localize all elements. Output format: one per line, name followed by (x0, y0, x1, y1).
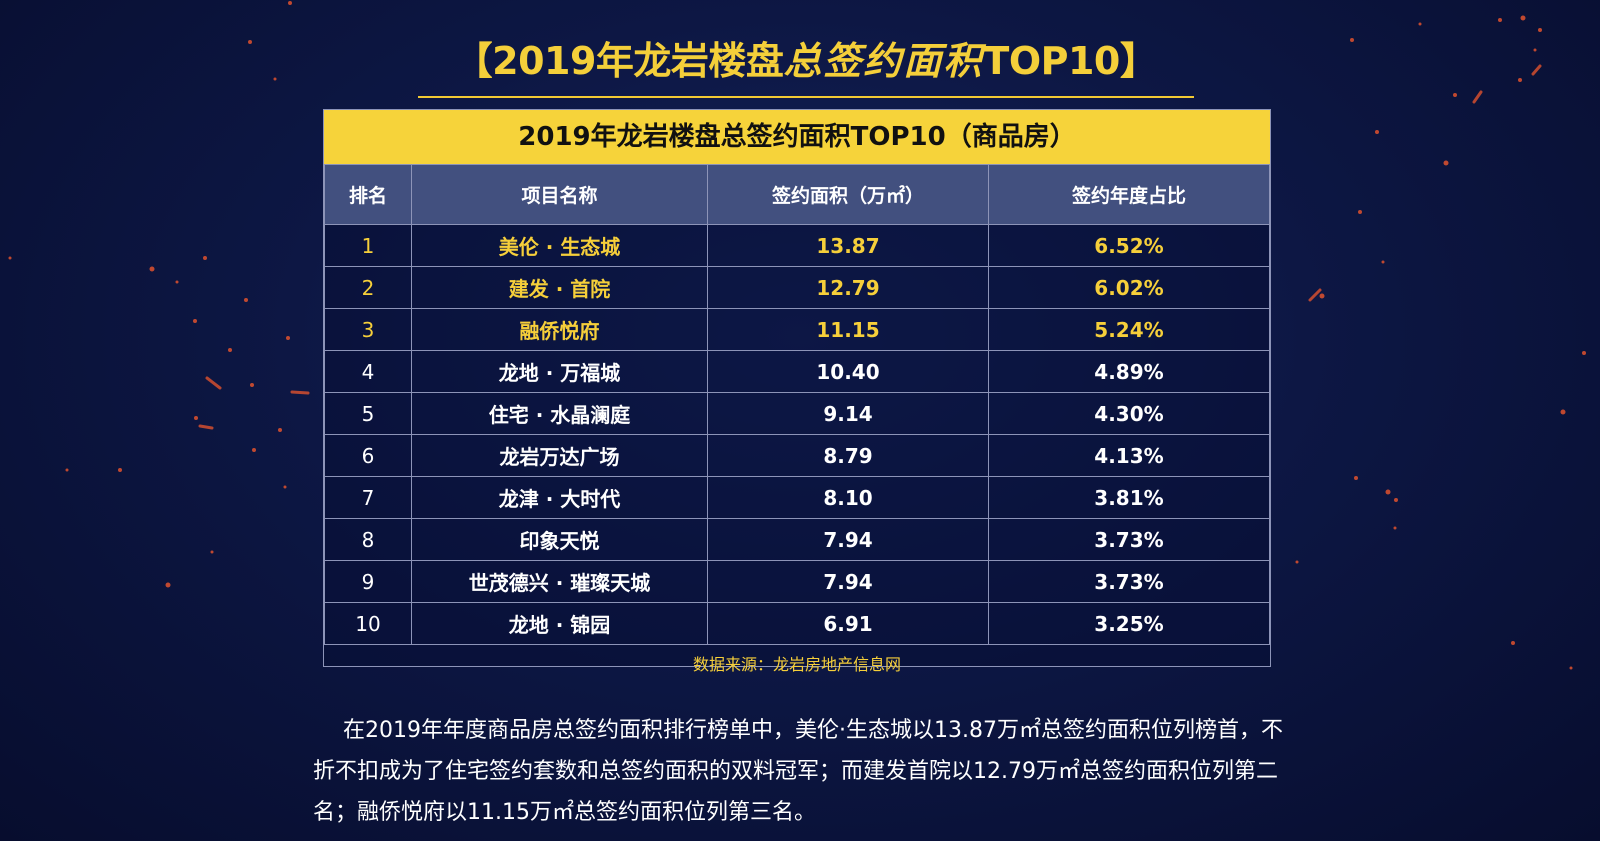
table-row: 10 龙地 · 锦园 6.91 3.25% (324, 602, 1270, 645)
table-row: 5 住宅 · 水晶澜庭 9.14 4.30% (324, 392, 1270, 435)
table-row: 7 龙津 · 大时代 8.10 3.81% (324, 476, 1270, 519)
table-row: 2 建发 · 首院 12.79 6.02% (324, 266, 1270, 309)
cell-project-name: 融侨悦府 (411, 308, 708, 351)
title-tail: TOP10 (983, 39, 1120, 83)
cell-project-name: 住宅 · 水晶澜庭 (411, 392, 708, 435)
cell-area: 7.94 (707, 560, 989, 603)
cell-area: 12.79 (707, 266, 989, 309)
title-main: 2019年龙岩楼盘 (492, 39, 784, 83)
cell-area: 10.40 (707, 350, 989, 393)
cell-project-name: 印象天悦 (411, 518, 708, 561)
cell-project-name: 龙地 · 万福城 (411, 350, 708, 393)
table-row: 6 龙岩万达广场 8.79 4.13% (324, 434, 1270, 477)
cell-project-name: 世茂德兴 · 璀璨天城 (411, 560, 708, 603)
page-title: 【2019年龙岩楼盘总签约面积TOP10】 (418, 30, 1194, 92)
cell-rank: 5 (324, 392, 412, 435)
table-row: 1 美伦 · 生态城 13.87 6.52% (324, 224, 1270, 267)
column-header-area: 签约面积（万㎡） (707, 164, 989, 225)
summary-paragraph: 在2019年年度商品房总签约面积排行榜单中，美伦·生态城以13.87万㎡总签约面… (313, 718, 1283, 825)
cell-area: 9.14 (707, 392, 989, 435)
table-title: 2019年龙岩楼盘总签约面积TOP10（商品房） (324, 110, 1270, 164)
cell-area: 6.91 (707, 602, 989, 645)
cell-share: 6.02% (988, 266, 1270, 309)
cell-rank: 2 (324, 266, 412, 309)
cell-rank: 4 (324, 350, 412, 393)
cell-area: 8.79 (707, 434, 989, 477)
title-bracket-left: 【 (454, 39, 493, 83)
cell-area: 8.10 (707, 476, 989, 519)
cell-share: 6.52% (988, 224, 1270, 267)
cell-project-name: 建发 · 首院 (411, 266, 708, 309)
column-header-share: 签约年度占比 (988, 164, 1270, 225)
cell-share: 3.25% (988, 602, 1270, 645)
table-row: 3 融侨悦府 11.15 5.24% (324, 308, 1270, 351)
cell-share: 5.24% (988, 308, 1270, 351)
cell-share: 3.73% (988, 518, 1270, 561)
column-header-rank: 排名 (324, 164, 412, 225)
ranking-table-panel: 2019年龙岩楼盘总签约面积TOP10（商品房） 排名 项目名称 签约面积（万㎡… (323, 109, 1271, 674)
cell-area: 11.15 (707, 308, 989, 351)
cell-share: 3.73% (988, 560, 1270, 603)
cell-project-name: 龙岩万达广场 (411, 434, 708, 477)
cell-area: 7.94 (707, 518, 989, 561)
cell-rank: 8 (324, 518, 412, 561)
cell-rank: 9 (324, 560, 412, 603)
ranking-table: 排名 项目名称 签约面积（万㎡） 签约年度占比 1 美伦 · 生态城 13.87… (324, 164, 1270, 645)
table-row: 9 世茂德兴 · 璀璨天城 7.94 3.73% (324, 560, 1270, 603)
table-header-row: 排名 项目名称 签约面积（万㎡） 签约年度占比 (324, 164, 1270, 225)
page-title-banner: 【2019年龙岩楼盘总签约面积TOP10】 (418, 30, 1194, 98)
cell-project-name: 美伦 · 生态城 (411, 224, 708, 267)
cell-rank: 6 (324, 434, 412, 477)
cell-share: 4.30% (988, 392, 1270, 435)
data-source-note: 数据来源：龙岩房地产信息网 (692, 655, 901, 674)
table-row: 8 印象天悦 7.94 3.73% (324, 518, 1270, 561)
title-script: 总签约面积 (783, 38, 984, 83)
cell-project-name: 龙津 · 大时代 (411, 476, 708, 519)
cell-share: 4.13% (988, 434, 1270, 477)
cell-rank: 7 (324, 476, 412, 519)
cell-area: 13.87 (707, 224, 989, 267)
cell-share: 3.81% (988, 476, 1270, 519)
cell-rank: 3 (324, 308, 412, 351)
table-row: 4 龙地 · 万福城 10.40 4.89% (324, 350, 1270, 393)
column-header-name: 项目名称 (411, 164, 708, 225)
cell-rank: 1 (324, 224, 412, 267)
cell-share: 4.89% (988, 350, 1270, 393)
title-bracket-right: 】 (1119, 39, 1158, 83)
cell-project-name: 龙地 · 锦园 (411, 602, 708, 645)
cell-rank: 10 (324, 602, 412, 645)
